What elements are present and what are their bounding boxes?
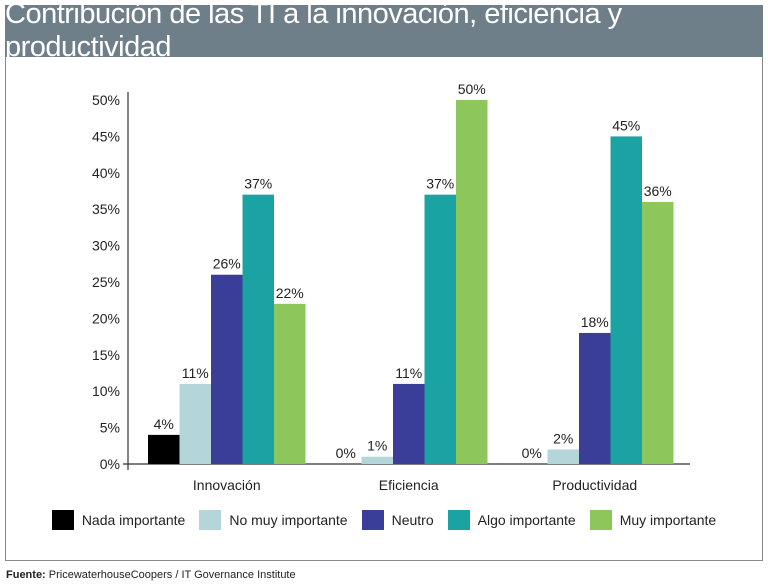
legend-swatch <box>447 510 470 530</box>
bar <box>211 274 243 464</box>
data-label: 36% <box>644 183 672 199</box>
legend-label: Neutro <box>391 512 434 528</box>
x-tick-label: Eficiencia <box>379 477 439 493</box>
data-label: 45% <box>612 117 640 133</box>
bar <box>424 194 456 464</box>
legend-swatch <box>589 510 612 530</box>
source-label: Fuente: <box>6 569 46 581</box>
data-label: 1% <box>367 438 387 454</box>
y-tick-label: 40% <box>92 165 120 181</box>
legend-swatch <box>361 510 384 530</box>
bar <box>456 100 488 464</box>
data-label: 50% <box>458 81 486 97</box>
data-label: 22% <box>276 285 304 301</box>
data-label: 0% <box>336 445 356 461</box>
legend-item: Algo importante <box>447 510 576 530</box>
y-tick-label: 30% <box>92 238 120 254</box>
y-tick-label: 25% <box>92 274 120 290</box>
x-tick-label: Productividad <box>552 477 637 493</box>
data-label: 11% <box>395 365 422 381</box>
legend-swatch <box>199 510 222 530</box>
legend-label: Muy importante <box>619 512 717 528</box>
legend-item: Nada importante <box>51 510 186 530</box>
bar <box>610 136 642 464</box>
y-tick-label: 20% <box>92 310 120 326</box>
data-label: 11% <box>182 365 209 381</box>
legend-label: Nada importante <box>81 512 186 528</box>
y-tick-label: 10% <box>92 383 120 399</box>
data-label: 37% <box>426 176 454 192</box>
data-label: 2% <box>553 430 573 446</box>
bar <box>179 383 211 464</box>
data-label: 26% <box>213 256 241 272</box>
chart-frame <box>5 57 763 561</box>
chart-title: Contribución de las TI a la innovación, … <box>5 0 763 63</box>
legend-label: No muy importante <box>229 512 348 528</box>
y-tick-label: 5% <box>100 420 120 436</box>
bar <box>148 434 180 464</box>
legend-item: No muy importante <box>199 510 348 530</box>
bar <box>274 303 306 464</box>
legend-item: Neutro <box>361 510 434 530</box>
data-label: 18% <box>581 314 609 330</box>
data-label: 0% <box>522 445 542 461</box>
source-note: Fuente: PricewaterhouseCoopers / IT Gove… <box>6 569 296 581</box>
bar <box>547 449 579 464</box>
bar <box>361 456 393 464</box>
y-tick-label: 0% <box>100 456 120 472</box>
bar <box>242 194 274 464</box>
legend-label: Algo importante <box>477 512 576 528</box>
source-text: PricewaterhouseCoopers / IT Governance I… <box>48 569 296 581</box>
legend-item: Muy importante <box>589 510 717 530</box>
bar <box>393 383 425 464</box>
legend-swatch <box>51 510 74 530</box>
data-label: 37% <box>244 176 272 192</box>
bar <box>579 332 611 464</box>
y-tick-label: 15% <box>92 347 120 363</box>
y-tick-label: 35% <box>92 201 120 217</box>
data-label: 4% <box>154 416 174 432</box>
x-tick-label: Innovación <box>193 477 261 493</box>
legend: Nada importante No muy importante Neutro Al… <box>0 510 768 530</box>
y-tick-label: 50% <box>92 92 120 108</box>
y-tick-label: 45% <box>92 128 120 144</box>
bar <box>642 201 674 465</box>
